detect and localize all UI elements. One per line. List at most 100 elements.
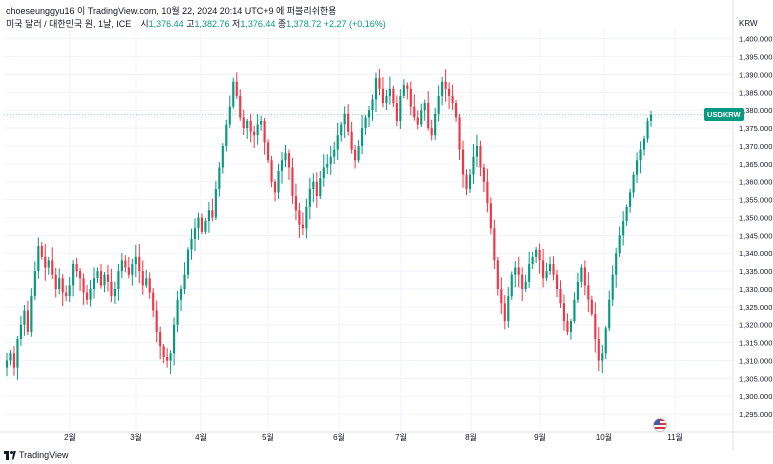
- x-tick-label: 3월: [130, 432, 142, 442]
- candle-body: [562, 303, 566, 322]
- candle-body: [611, 274, 614, 300]
- candle-body: [451, 95, 454, 104]
- candle-body: [305, 206, 308, 229]
- high-value: 1,382.76: [194, 19, 230, 29]
- tradingview-logo-icon: [4, 450, 16, 460]
- candle-body: [30, 296, 33, 332]
- y-tick-label: 1,325.000: [739, 303, 772, 312]
- candle-body: [576, 281, 579, 300]
- candle-body: [347, 113, 350, 132]
- candle-body: [218, 167, 221, 189]
- candle-body: [33, 271, 36, 297]
- candle-body: [120, 260, 123, 272]
- candle-body: [559, 288, 562, 304]
- candle-body: [239, 95, 242, 118]
- candle-body: [19, 324, 23, 340]
- candle-body: [590, 299, 593, 315]
- candle-body: [159, 331, 162, 347]
- candle-body: [371, 99, 374, 111]
- candle-body: [232, 81, 235, 107]
- candle-body: [287, 153, 291, 168]
- candle-body: [256, 124, 259, 136]
- candle-body: [542, 260, 545, 279]
- candle-body: [291, 167, 294, 197]
- candle-body: [336, 135, 339, 150]
- candle-body: [138, 256, 141, 272]
- candle-body: [580, 267, 583, 282]
- y-tick-label: 1,360.000: [739, 178, 772, 187]
- candle-body: [124, 260, 127, 268]
- candle-body: [322, 167, 325, 179]
- candle-body: [587, 285, 590, 300]
- candle-body: [350, 131, 353, 150]
- candle-body: [225, 124, 228, 146]
- candle-body: [597, 339, 600, 361]
- candle-body: [367, 110, 371, 118]
- candle-body: [113, 288, 116, 297]
- candle-body: [75, 263, 78, 272]
- candle-body: [23, 310, 26, 325]
- y-tick-label: 1,400.000: [739, 35, 772, 44]
- candle-body: [176, 299, 179, 325]
- candle-body: [545, 271, 548, 279]
- candle-body: [639, 149, 642, 161]
- candle-body: [629, 192, 632, 207]
- candle-body: [423, 103, 426, 111]
- candle-body: [145, 278, 148, 286]
- y-tick-label: 1,345.000: [739, 231, 772, 240]
- candle-body: [329, 156, 332, 164]
- candle-body: [468, 174, 472, 189]
- publish-info: choeseunggyu16 이 TradingView.com, 10월 22…: [6, 6, 337, 16]
- candle-body: [531, 256, 534, 264]
- candle-body: [85, 292, 89, 300]
- candle-body: [193, 228, 197, 239]
- candle-body: [486, 181, 489, 204]
- candle-body: [319, 178, 322, 197]
- candle-body: [461, 149, 465, 175]
- y-tick-label: 1,395.000: [739, 53, 772, 62]
- candle-body: [566, 321, 569, 332]
- symbol-name[interactable]: 미국 달러 / 대한민국 원, 1날, ICE: [6, 19, 132, 29]
- candle-body: [211, 210, 214, 218]
- candle-body: [117, 271, 120, 289]
- candle-body: [538, 249, 541, 261]
- candle-body: [260, 120, 263, 125]
- candle-body: [583, 267, 586, 286]
- candle-body: [58, 278, 61, 289]
- candle-body: [569, 321, 573, 332]
- candle-body: [106, 274, 110, 282]
- candle-body: [183, 274, 186, 289]
- candle-body: [507, 296, 510, 322]
- y-tick-label: 1,370.000: [739, 142, 772, 151]
- candle-body: [548, 263, 552, 272]
- candle-body: [514, 267, 517, 275]
- candle-body: [496, 260, 499, 289]
- candle-body: [221, 145, 224, 168]
- candle-body: [430, 128, 433, 136]
- footer-brand[interactable]: TradingView: [4, 450, 69, 460]
- candle-body: [16, 339, 19, 368]
- candle-body: [197, 217, 200, 229]
- candle-body: [604, 328, 607, 354]
- candle-body: [388, 88, 391, 96]
- candle-body: [333, 149, 336, 157]
- candle-body: [399, 95, 402, 121]
- candle-body: [326, 163, 329, 168]
- candle-body: [427, 103, 430, 129]
- candle-body: [622, 221, 625, 236]
- candle-body: [500, 288, 503, 304]
- candle-body: [249, 120, 252, 132]
- y-tick-label: 1,355.000: [739, 196, 772, 205]
- y-tick-label: 1,330.000: [739, 285, 772, 294]
- open-value: 1,376.44: [148, 19, 184, 29]
- candle-body: [79, 271, 82, 279]
- candle-body: [228, 106, 231, 125]
- candle-body: [608, 299, 611, 329]
- x-tick-label: 6월: [333, 432, 345, 442]
- candle-body: [374, 78, 378, 100]
- candle-body: [625, 206, 628, 222]
- candle-body: [103, 274, 106, 286]
- x-tick-label: 5월: [262, 432, 274, 442]
- us-flag-icon[interactable]: [653, 418, 667, 432]
